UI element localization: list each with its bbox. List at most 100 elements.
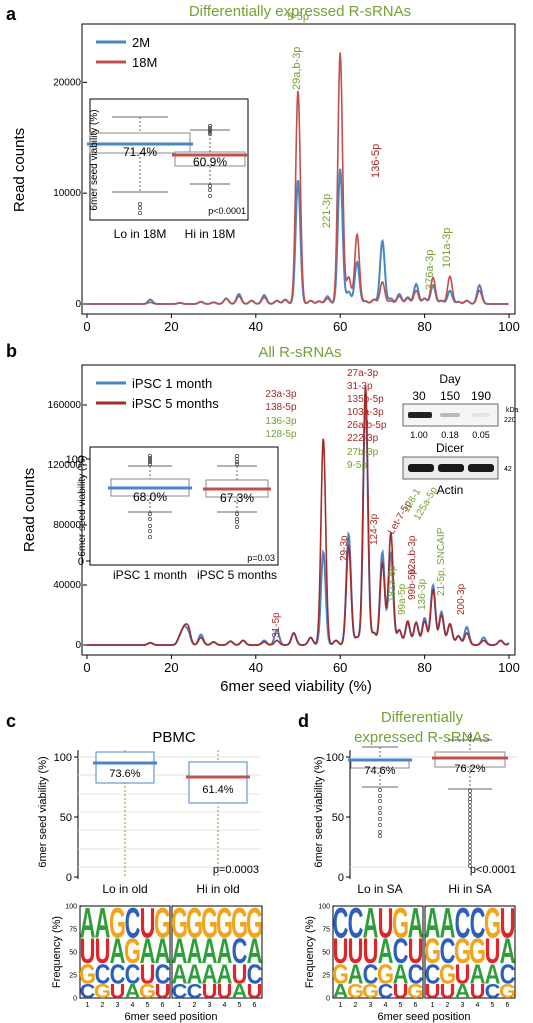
seq-logo-letter: C: [500, 959, 516, 990]
seq-logo-position-label: 5: [399, 1002, 403, 1009]
western-quant-190: 0.05: [472, 430, 490, 440]
legend-ipsc1-label: iPSC 1 month: [132, 376, 212, 391]
x-tick-label: 100: [498, 319, 520, 334]
seq-logo-position-label: 6: [414, 1002, 418, 1009]
seq-logo-letter: G: [347, 981, 364, 1003]
box-outlier: [138, 206, 142, 210]
peak-annotation: 99b-5p: [407, 568, 418, 600]
x-tick-label: 0: [83, 660, 90, 675]
seq-logo-letter: A: [95, 899, 111, 947]
box-outlier: [378, 799, 382, 803]
peak-annotation: 136-3p: [265, 416, 297, 427]
seq-logo-letter: C: [425, 959, 441, 990]
panel-b-inset-boxplot: 100 0 68.0% iPSC 1 month 67.3% iPSC 5 months p…: [66, 446, 279, 582]
seq-logo-letter: G: [109, 899, 126, 947]
western-day-30: 30: [412, 389, 426, 403]
peak-annotation: 222-3p: [347, 433, 379, 444]
p-value: p<0.0001: [208, 206, 246, 216]
seq-logo-y-tick: 0: [73, 996, 77, 1003]
legend-2m-label: 2M: [132, 35, 150, 50]
western-marker-220: 220: [504, 417, 516, 424]
seq-logo-y-tick: 75: [69, 927, 77, 934]
box-outlier: [148, 458, 152, 462]
seq-logo-letter: U: [247, 981, 263, 1003]
seq-logo-letter: U: [95, 932, 111, 972]
seq-logo-frame: [171, 905, 263, 999]
seq-logo-y-tick: 25: [69, 973, 77, 980]
box-outlier: [468, 789, 472, 793]
box-outlier: [378, 830, 382, 834]
seq-logo-letter: U: [363, 932, 379, 972]
peak-annotation: 99a-5p: [397, 583, 408, 615]
seq-logo-letter: G: [216, 899, 233, 947]
seq-logo-letter: G: [171, 899, 188, 947]
seq-logo-position-label: 6: [161, 1002, 165, 1009]
x-tick-label: 20: [164, 319, 178, 334]
panel-b-yaxis: 0 40000 80000 120000 160000: [48, 400, 87, 651]
seq-logo-letter: U: [500, 899, 516, 947]
panel-b-legend: iPSC 1 month iPSC 5 months: [96, 376, 219, 411]
seq-logo-letter: U: [80, 932, 96, 972]
legend-ipsc5-label: iPSC 5 months: [132, 396, 219, 411]
seq-logo-letter: U: [393, 981, 409, 1003]
box-outlier: [468, 793, 472, 797]
peak-annotation: 92a,b-3p: [407, 535, 418, 575]
seq-logo-letter: C: [110, 959, 126, 990]
y-tick-label: 80000: [53, 520, 81, 531]
box-outlier: [468, 808, 472, 812]
box-mean-label: 60.9%: [193, 155, 227, 169]
box-mean-label: 71.4%: [123, 145, 157, 159]
seq-logo-letter: C: [485, 981, 501, 1003]
box-outlier: [378, 806, 382, 810]
box-mean-label: 76.2%: [454, 763, 485, 775]
seq-logo-letter: C: [125, 899, 141, 947]
p-value: p<0.0001: [470, 864, 516, 876]
seq-logo-position-label: 2: [101, 1002, 105, 1009]
panel-b-letter: b: [6, 341, 17, 361]
seq-logo-position-label: 6: [506, 1002, 510, 1009]
seq-logo-letter: A: [125, 981, 141, 1003]
box-outlier: [148, 535, 152, 539]
box-category-label: Lo in old: [102, 882, 147, 896]
x-tick-label: 0: [83, 319, 90, 334]
seq-logo-letter: C: [95, 959, 111, 990]
box-outlier: [468, 812, 472, 816]
p-value: p=0.03: [247, 553, 275, 563]
box-mean-label: 68.0%: [133, 490, 167, 504]
seq-logo-letter: C: [125, 959, 141, 990]
box-outlier: [148, 462, 152, 466]
seq-logo-letter: A: [80, 899, 96, 947]
western-quant-150: 0.18: [441, 430, 459, 440]
box-outlier: [378, 817, 382, 821]
seq-logo-frame: [424, 905, 516, 999]
peak-annotation: 101a-3p: [441, 228, 453, 268]
western-actin-band-30: [408, 464, 434, 472]
seq-logo-letter: A: [485, 959, 501, 990]
seq-logo-letter: G: [454, 932, 471, 972]
box-outlier: [468, 816, 472, 820]
panel-b-ylabel: Read counts: [21, 468, 38, 552]
y-tick-label: 50: [60, 812, 72, 824]
seq-logo-letter: A: [393, 959, 409, 990]
box-outlier: [148, 529, 152, 533]
peak-annotation: 128-5p: [265, 429, 297, 440]
box-outlier: [378, 794, 382, 798]
box-outlier: [148, 512, 152, 516]
seq-logo-letter: C: [187, 981, 203, 1003]
seq-logo-letter: U: [455, 959, 471, 990]
seq-logo-letter: U: [440, 981, 456, 1003]
panel-a-legend: 2M 18M: [96, 35, 157, 70]
box-category-label: iPSC 1 month: [113, 568, 187, 582]
peak-annotation: 9-5p: [287, 11, 309, 23]
box-outlier: [208, 128, 212, 132]
panel-c-title: PBMC: [152, 729, 196, 746]
panel-b-frame: [81, 364, 516, 656]
box-outlier: [468, 844, 472, 848]
panel-b-lines: [87, 385, 510, 646]
panel-b-xlabel: 6mer seed viability (%): [220, 678, 372, 695]
seq-logo-letter: A: [110, 932, 126, 972]
box-outlier: [208, 124, 212, 128]
seq-logo-position-label: 3: [369, 1002, 373, 1009]
seq-logo-letter: G: [246, 899, 263, 947]
